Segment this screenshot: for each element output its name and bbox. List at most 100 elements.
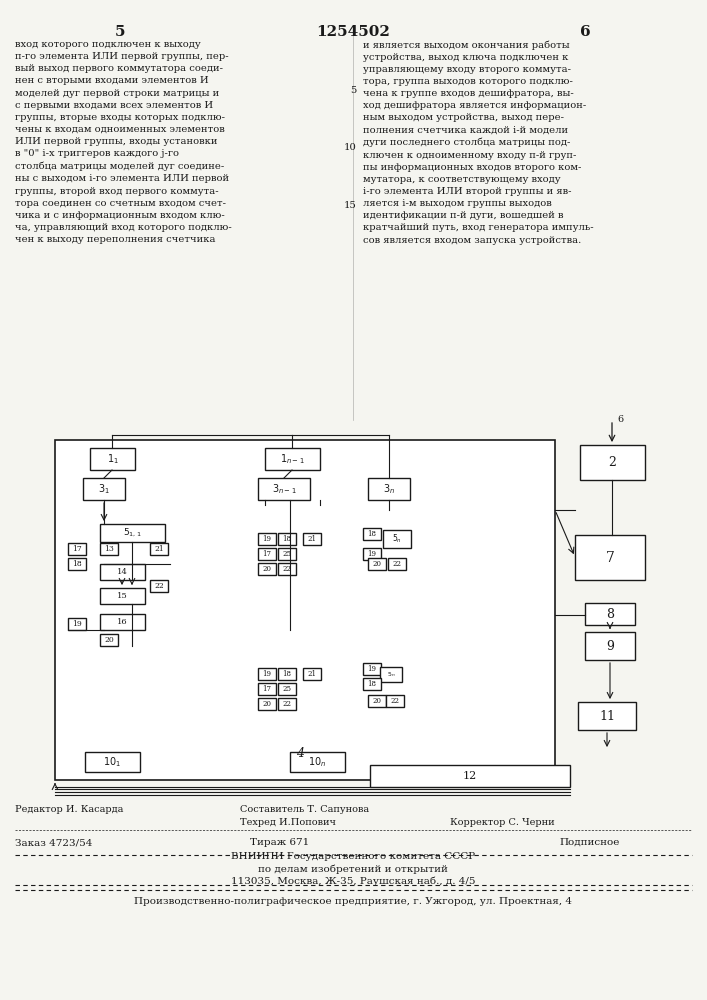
Text: $1_1$: $1_1$ (107, 452, 119, 466)
Bar (278, 563, 296, 575)
Bar (585, 632, 635, 660)
Text: 10: 10 (344, 143, 357, 152)
Bar (303, 533, 321, 545)
Text: 6: 6 (580, 25, 590, 39)
Text: $5_n$: $5_n$ (387, 670, 395, 679)
Text: 4: 4 (296, 747, 304, 760)
Text: Составитель Т. Сапунова: Составитель Т. Сапунова (240, 805, 369, 814)
Bar (90, 448, 135, 470)
Text: 22: 22 (390, 697, 399, 705)
Text: 20: 20 (373, 697, 382, 705)
Bar (303, 668, 321, 680)
Text: 9: 9 (606, 640, 614, 652)
Text: 6: 6 (617, 416, 623, 424)
Bar (363, 548, 381, 560)
Bar (388, 558, 406, 570)
Bar (68, 543, 86, 555)
Bar (258, 668, 276, 680)
Bar (150, 543, 168, 555)
Bar (100, 564, 145, 580)
Text: Заказ 4723/54: Заказ 4723/54 (15, 838, 93, 847)
Text: Производственно-полиграфическое предприятие, г. Ужгород, ул. Проектная, 4: Производственно-полиграфическое предприя… (134, 897, 572, 906)
Bar (380, 667, 402, 682)
Text: 22: 22 (283, 700, 291, 708)
Text: 20: 20 (373, 560, 382, 568)
Bar (278, 683, 296, 695)
Bar (258, 533, 276, 545)
Text: 21: 21 (308, 535, 317, 543)
Text: $3_{n-1}$: $3_{n-1}$ (271, 482, 296, 496)
Text: вход которого подключен к выходу
п-го элемента ИЛИ первой группы, пер-
вый выход: вход которого подключен к выходу п-го эл… (15, 40, 232, 244)
Bar (55, 440, 555, 780)
Bar (278, 668, 296, 680)
Bar (368, 478, 410, 500)
Bar (368, 558, 386, 570)
Text: 17: 17 (262, 550, 271, 558)
Text: и является выходом окончания работы
устройства, выход ключа подключен к
управляю: и является выходом окончания работы устр… (363, 40, 594, 245)
Bar (258, 563, 276, 575)
Text: 7: 7 (606, 550, 614, 564)
Text: $10_n$: $10_n$ (308, 755, 327, 769)
Text: 17: 17 (72, 545, 82, 553)
Text: 25: 25 (283, 550, 291, 558)
Bar (258, 683, 276, 695)
Text: 19: 19 (262, 535, 271, 543)
Bar (258, 698, 276, 710)
Bar (580, 445, 645, 480)
Text: Техред И.Попович: Техред И.Попович (240, 818, 336, 827)
Bar (100, 634, 118, 646)
Text: 1254502: 1254502 (316, 25, 390, 39)
Bar (278, 548, 296, 560)
Bar (370, 765, 570, 787)
Text: 18: 18 (368, 680, 377, 688)
Bar (383, 530, 411, 548)
Text: 25: 25 (283, 685, 291, 693)
Text: 22: 22 (283, 565, 291, 573)
Text: 19: 19 (368, 550, 377, 558)
Text: 18: 18 (368, 530, 377, 538)
Bar (85, 752, 140, 772)
Text: Тираж 671: Тираж 671 (250, 838, 310, 847)
Text: 21: 21 (308, 670, 317, 678)
Text: 22: 22 (392, 560, 402, 568)
Text: 15: 15 (117, 592, 128, 600)
Text: 19: 19 (368, 665, 377, 673)
Text: 18: 18 (72, 560, 82, 568)
Text: 17: 17 (262, 685, 271, 693)
Bar (363, 528, 381, 540)
Text: $5_{1,1}$: $5_{1,1}$ (123, 527, 142, 539)
Text: 12: 12 (463, 771, 477, 781)
Bar (585, 603, 635, 625)
Text: $3_1$: $3_1$ (98, 482, 110, 496)
Bar (150, 580, 168, 592)
Text: 113035, Москва, Ж-35, Раушская наб., д. 4/5: 113035, Москва, Ж-35, Раушская наб., д. … (230, 876, 475, 886)
Text: 20: 20 (262, 700, 271, 708)
Bar (368, 695, 386, 707)
Text: 18: 18 (283, 670, 291, 678)
Text: 5: 5 (115, 25, 125, 39)
Text: Редактор И. Касарда: Редактор И. Касарда (15, 805, 124, 814)
Text: 19: 19 (72, 620, 82, 628)
Bar (100, 543, 118, 555)
Bar (363, 663, 381, 675)
Text: 8: 8 (606, 607, 614, 620)
Text: по делам изобретений и открытий: по делам изобретений и открытий (258, 864, 448, 874)
Text: 20: 20 (262, 565, 271, 573)
Text: 15: 15 (344, 201, 357, 210)
Bar (578, 702, 636, 730)
Bar (575, 535, 645, 580)
Bar (258, 478, 310, 500)
Text: Корректор С. Черни: Корректор С. Черни (450, 818, 554, 827)
Text: 5: 5 (351, 86, 357, 95)
Bar (100, 588, 145, 604)
Text: $3_n$: $3_n$ (383, 482, 395, 496)
Text: 18: 18 (283, 535, 291, 543)
Bar (265, 448, 320, 470)
Text: 11: 11 (599, 710, 615, 722)
Text: 16: 16 (117, 618, 128, 626)
Bar (290, 752, 345, 772)
Bar (100, 524, 165, 542)
Bar (278, 533, 296, 545)
Text: 19: 19 (262, 670, 271, 678)
Text: 20: 20 (104, 636, 114, 644)
